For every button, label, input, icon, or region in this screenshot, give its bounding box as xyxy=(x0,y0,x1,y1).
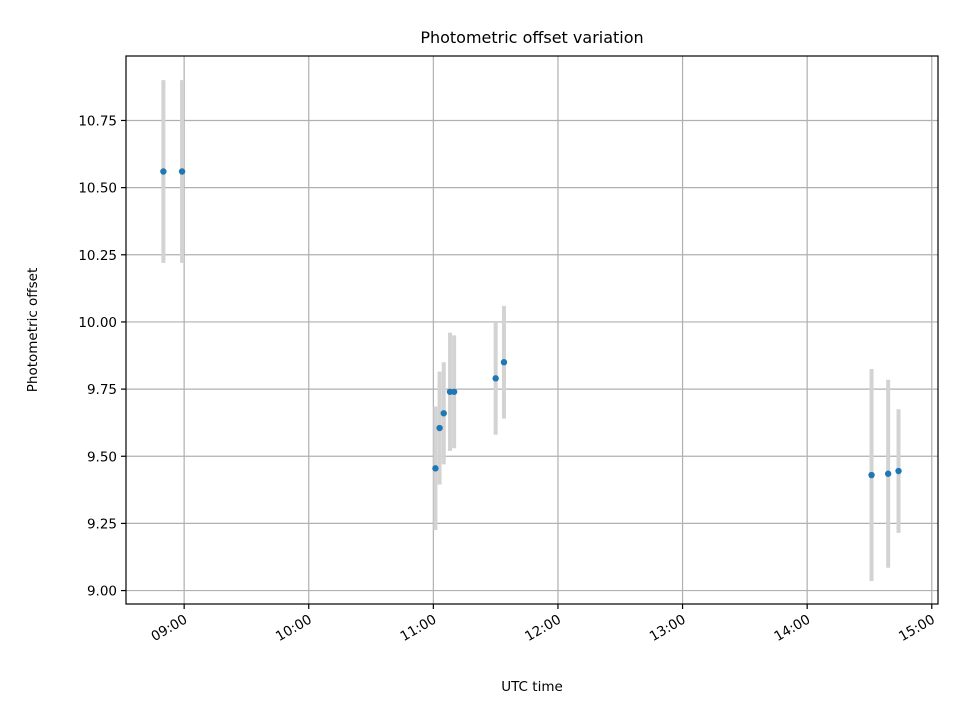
x-tick-label: 15:00 xyxy=(896,612,938,645)
plot-area-frame xyxy=(125,55,939,605)
y-tick-label: 10.75 xyxy=(78,113,117,129)
data-point xyxy=(450,388,458,395)
y-tick-label: 10.00 xyxy=(78,315,117,331)
y-axis-ticks: 9.00 9.25 9.50 9.75 10.00 10.25 10.50 10.75 xyxy=(78,113,126,600)
x-tick-label: 11:00 xyxy=(398,612,440,645)
x-tick-label: 09:00 xyxy=(148,612,190,645)
data-point xyxy=(884,470,892,477)
data-point xyxy=(492,375,499,382)
data-point xyxy=(160,168,167,175)
data-point xyxy=(440,410,447,417)
y-tick-label: 9.25 xyxy=(87,516,117,532)
data-point xyxy=(432,465,439,472)
data-point xyxy=(868,471,875,479)
chart-title: Photometric offset variation xyxy=(420,28,643,47)
x-tick-label: 10:00 xyxy=(273,612,315,645)
y-tick-label: 9.75 xyxy=(87,382,117,398)
y-axis-label: Photometric offset xyxy=(25,268,41,392)
grid-layer xyxy=(126,56,938,604)
x-axis-label: UTC time xyxy=(501,679,563,695)
y-tick-label: 10.25 xyxy=(78,248,117,264)
data-point xyxy=(500,359,508,366)
x-tick-label: 12:00 xyxy=(522,612,564,645)
y-tick-label: 10.50 xyxy=(78,181,117,197)
y-tick-label: 9.50 xyxy=(87,449,117,465)
x-tick-label: 13:00 xyxy=(647,612,689,645)
x-axis-ticks: 09:00 10:00 11:00 12:00 13:00 14:00 15:00 xyxy=(148,604,938,645)
data-point xyxy=(178,168,186,175)
x-tick-label: 14:00 xyxy=(771,612,813,645)
data-points xyxy=(160,168,902,479)
error-bars xyxy=(161,80,901,582)
data-point xyxy=(895,467,902,475)
data-point xyxy=(436,424,443,432)
y-tick-label: 9.00 xyxy=(87,584,117,600)
